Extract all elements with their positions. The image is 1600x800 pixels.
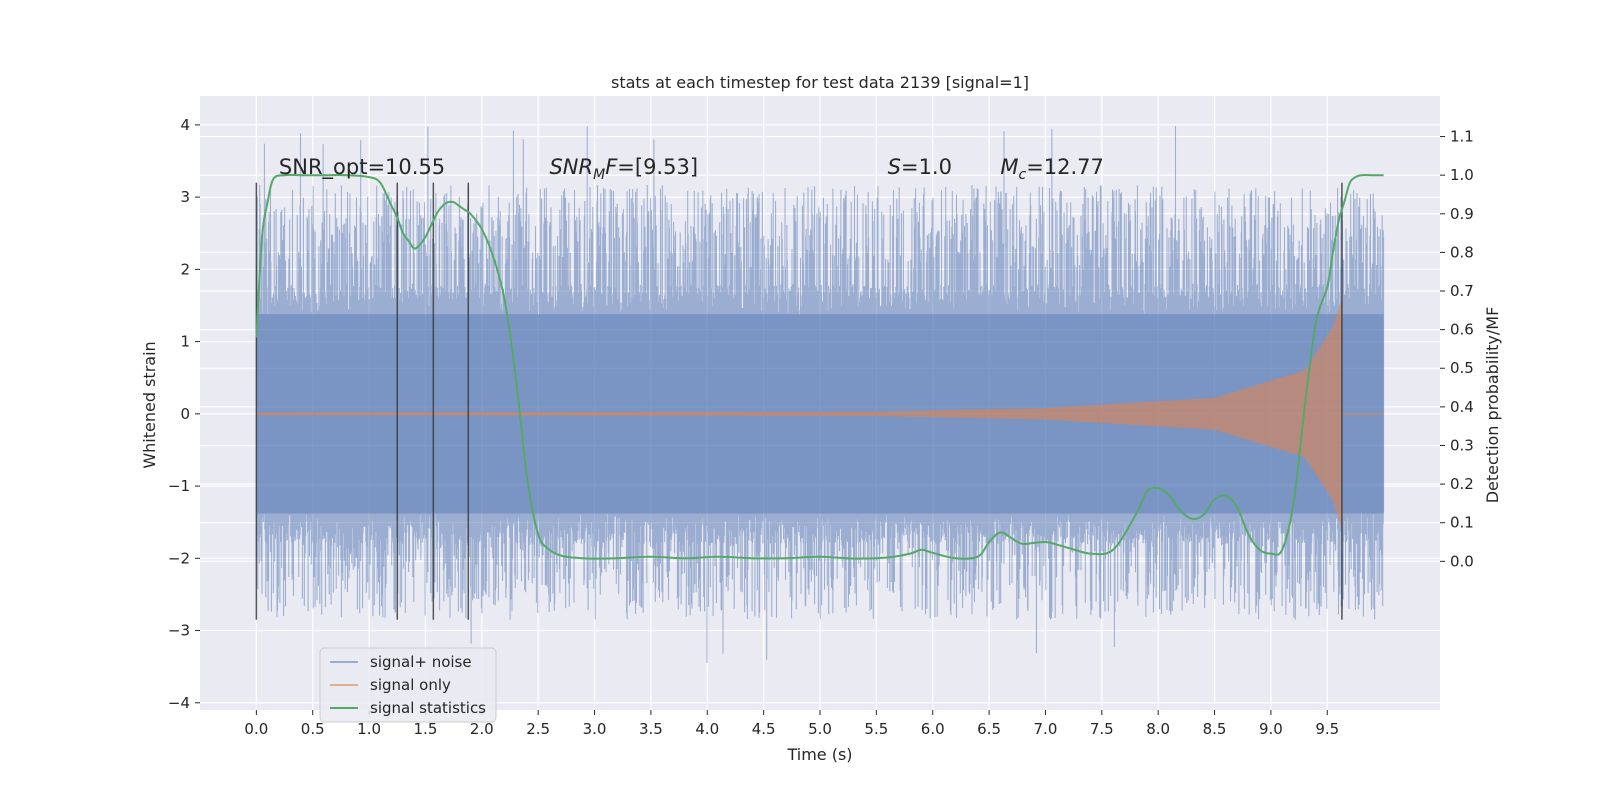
y-right-tick-label: 0.2 bbox=[1450, 475, 1474, 493]
y-tick-label: 2 bbox=[180, 260, 190, 278]
x-tick-label: 4.5 bbox=[752, 720, 776, 738]
y-tick-label: 1 bbox=[180, 333, 190, 351]
x-tick-label: 7.5 bbox=[1090, 720, 1114, 738]
legend-label-signal-statistics: signal statistics bbox=[370, 699, 486, 717]
x-tick-label: 6.5 bbox=[977, 720, 1001, 738]
y-right-tick-label: 0.6 bbox=[1450, 321, 1474, 339]
y-tick-label: 0 bbox=[180, 405, 190, 423]
x-tick-label: 4.0 bbox=[695, 720, 719, 738]
annotation: SNR_opt=10.55 bbox=[279, 155, 445, 180]
x-tick-label: 8.0 bbox=[1146, 720, 1170, 738]
x-tick-label: 5.0 bbox=[808, 720, 832, 738]
x-tick-label: 1.5 bbox=[414, 720, 438, 738]
x-tick-label: 3.5 bbox=[639, 720, 663, 738]
legend-label-signal-only: signal only bbox=[370, 676, 451, 694]
y-right-tick-label: 0.7 bbox=[1450, 282, 1474, 300]
y-right-tick-label: 0.5 bbox=[1450, 359, 1474, 377]
y-right-tick-label: 1.0 bbox=[1450, 166, 1474, 184]
annotation: S=1.0 bbox=[888, 155, 952, 179]
y-right-axis-label: Detection probability/MF bbox=[1483, 307, 1502, 504]
vertical-markers bbox=[255, 182, 1343, 620]
x-tick-label: 7.0 bbox=[1034, 720, 1058, 738]
x-tick-label: 9.0 bbox=[1259, 720, 1283, 738]
annotation: SNRMF=[9.53] bbox=[549, 155, 698, 183]
legend-label-signal-noise: signal+ noise bbox=[370, 653, 472, 671]
x-tick-label: 0.0 bbox=[244, 720, 268, 738]
y-tick-label: −3 bbox=[168, 622, 190, 640]
x-tick-label: 0.5 bbox=[301, 720, 325, 738]
x-tick-label: 9.5 bbox=[1315, 720, 1339, 738]
x-tick-label: 2.0 bbox=[470, 720, 494, 738]
annotations: SNR_opt=10.55 SNRMF=[9.53] S=1.0 Mc=12.77 bbox=[279, 155, 1104, 183]
legend-box bbox=[319, 647, 497, 723]
x-tick-label: 5.5 bbox=[864, 720, 888, 738]
x-tick-label: 6.0 bbox=[921, 720, 945, 738]
legend: signal+ noise signal only signal statist… bbox=[319, 647, 497, 723]
y-right-tick-label: 0.8 bbox=[1450, 243, 1474, 261]
y-right-tick-label: 1.1 bbox=[1450, 128, 1474, 146]
signal-only-series bbox=[256, 298, 1384, 530]
signal-statistics-line bbox=[255, 173, 1384, 560]
signal-statistics-series bbox=[255, 173, 1384, 560]
y-axis-label: Whitened strain bbox=[140, 341, 159, 468]
y-tick-label: 4 bbox=[180, 116, 190, 134]
y-tick-label: 3 bbox=[180, 188, 190, 206]
x-tick-label: 1.0 bbox=[357, 720, 381, 738]
y-right-tick-label: 0.1 bbox=[1450, 514, 1474, 532]
y-tick-label: −2 bbox=[168, 549, 190, 567]
signal-only-envelope bbox=[256, 298, 1342, 530]
axes: 0.0 0.5 1.0 1.5 2.0 2.5 3.0 3.5 4.0 4.5 5.0 5.5 6.0 6… bbox=[168, 116, 1474, 738]
annotation: Mc=12.77 bbox=[1000, 155, 1104, 183]
x-tick-label: 3.0 bbox=[583, 720, 607, 738]
y-right-tick-label: 0.4 bbox=[1450, 398, 1474, 416]
y-right-tick-label: 0.9 bbox=[1450, 205, 1474, 223]
y-tick-label: −4 bbox=[168, 694, 190, 712]
x-axis-label: Time (s) bbox=[786, 745, 852, 764]
chart-title: stats at each timestep for test data 213… bbox=[611, 73, 1029, 92]
x-tick-label: 8.5 bbox=[1203, 720, 1227, 738]
y-right-tick-label: 0.0 bbox=[1450, 552, 1474, 570]
y-tick-label: −1 bbox=[168, 477, 190, 495]
y-right-tick-label: 0.3 bbox=[1450, 436, 1474, 454]
x-tick-label: 2.5 bbox=[526, 720, 550, 738]
